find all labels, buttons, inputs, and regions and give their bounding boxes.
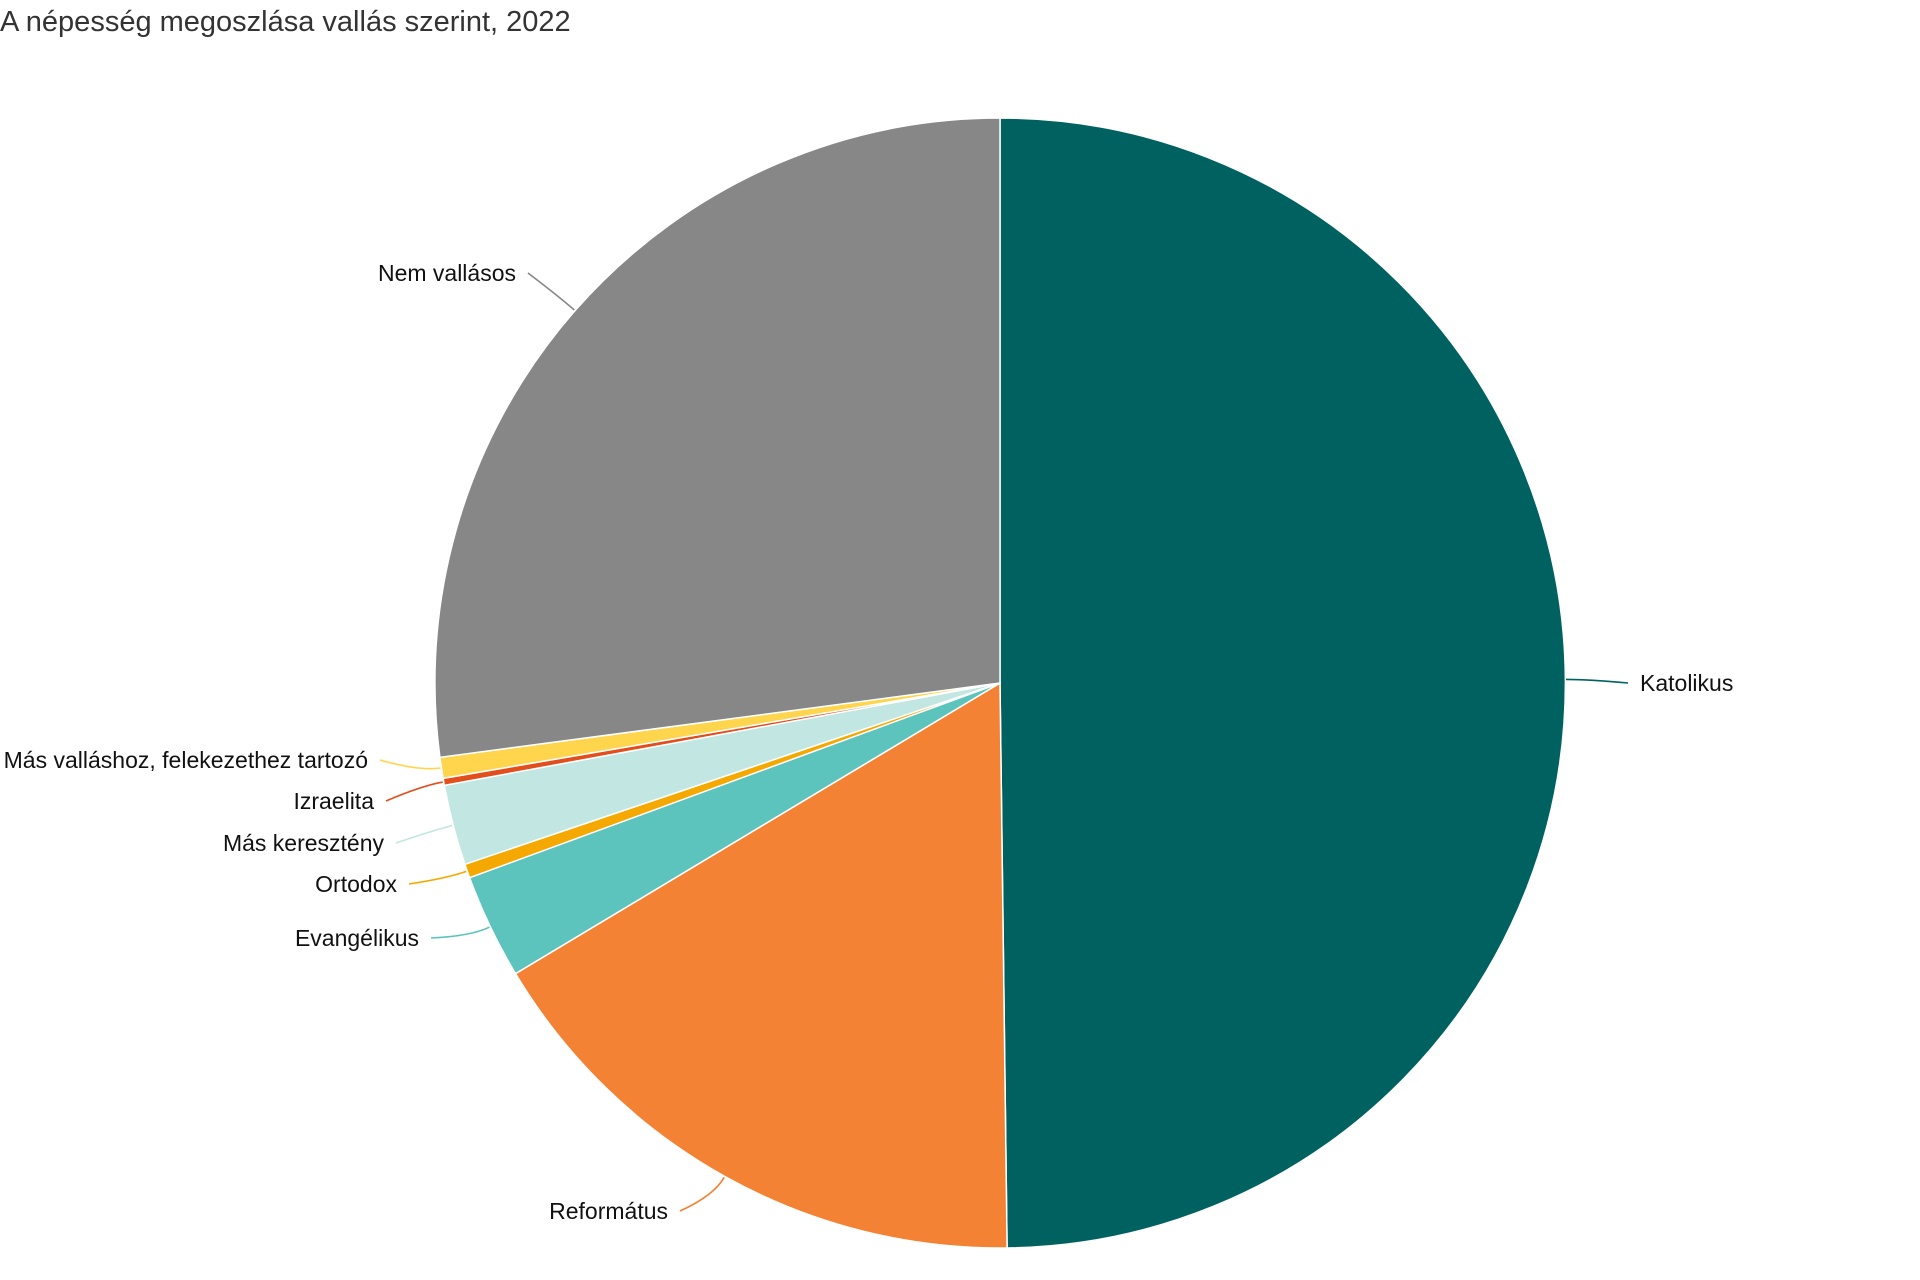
leader-line-nem-vallasos — [527, 272, 575, 311]
leader-line-katolikus — [1565, 678, 1629, 684]
slice-label-evangelikus: Evangélikus — [295, 925, 419, 951]
slice-labels: Katolikus Református Evangélikus Ortodox Más… — [4, 260, 1734, 1224]
leader-line-reformatus — [679, 1176, 725, 1212]
slice-label-katolikus: Katolikus — [1640, 670, 1733, 696]
pie-slice-katolikus — [999, 117, 1567, 1249]
pie-slice-nem-vallasos — [434, 117, 1001, 759]
slice-label-reformatus: Református — [549, 1198, 668, 1224]
leader-line-mas-kereszteny — [395, 824, 453, 844]
leader-line-izraelita — [385, 781, 443, 802]
chart-title: A népesség megoszlása vallás szerint, 20… — [0, 6, 571, 38]
slice-label-ortodox: Ortodox — [315, 871, 397, 897]
slice-label-nem-vallasos: Nem vallásos — [378, 260, 516, 286]
slice-label-mas-vallashoz-felekezethez-tartozo: Más valláshoz, felekezethez tartozó — [4, 747, 368, 773]
leader-line-ortodox — [408, 870, 467, 885]
leader-line-evangelikus — [430, 926, 490, 939]
pie-slice-reformatus — [514, 681, 1008, 1249]
slice-label-izraelita: Izraelita — [293, 788, 374, 814]
leader-line-mas-vallashoz-felekezethez-tartozo — [379, 759, 441, 770]
pie-slices — [434, 117, 1567, 1249]
slice-label-mas-kereszteny: Más keresztény — [223, 830, 385, 856]
leader-lines — [379, 272, 1629, 1212]
